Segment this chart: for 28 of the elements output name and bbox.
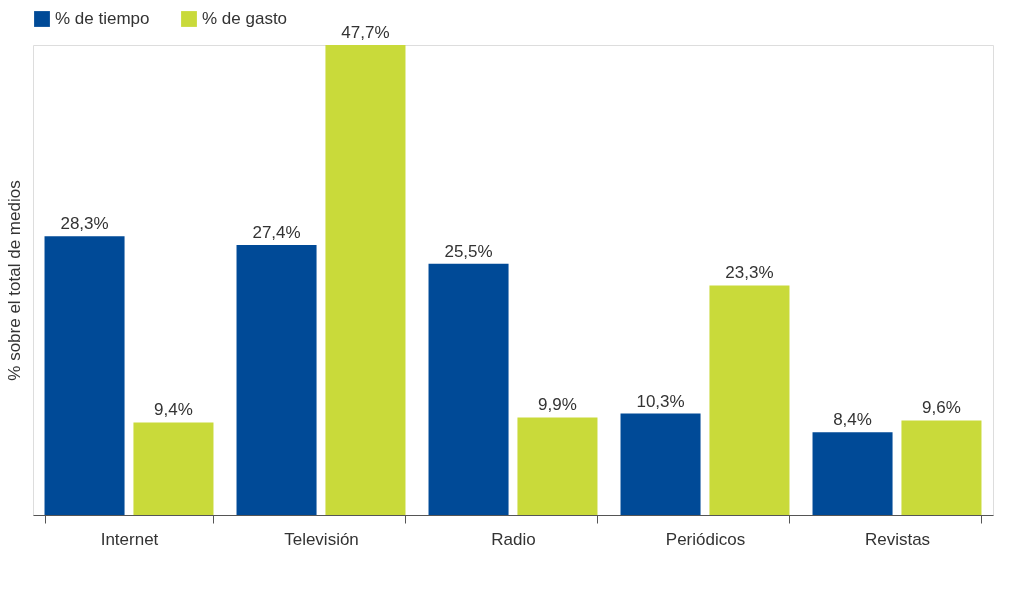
legend-label: % de tiempo [55,9,150,28]
x-tick-label: Revistas [864,529,931,549]
bar [517,417,598,515]
bar [325,45,406,515]
bar [133,422,214,515]
data-label: 10,3% [636,391,685,411]
bar [44,236,125,515]
data-label: 47,7% [341,23,390,42]
bar [620,413,701,515]
data-label: 25,5% [444,241,493,261]
data-label: 23,3% [725,263,774,283]
data-label: 27,4% [252,223,301,243]
x-tick-label: Periódicos [665,529,746,549]
data-label: 28,3% [60,214,109,234]
data-label: 9,4% [154,400,193,420]
data-label: 9,6% [922,398,961,418]
data-label: 8,4% [833,410,872,430]
bar [812,432,893,515]
legend-label: % de gasto [202,9,288,28]
bar [709,285,790,515]
bar [428,263,509,515]
x-tick-label: Internet [100,529,159,549]
data-label: 9,9% [538,395,577,415]
bar [901,420,982,515]
x-tick-label: Televisión [284,529,359,549]
x-tick-label: Radio [491,529,536,549]
bar [236,245,317,515]
y-axis-title: % sobre el total de medios [4,180,24,381]
